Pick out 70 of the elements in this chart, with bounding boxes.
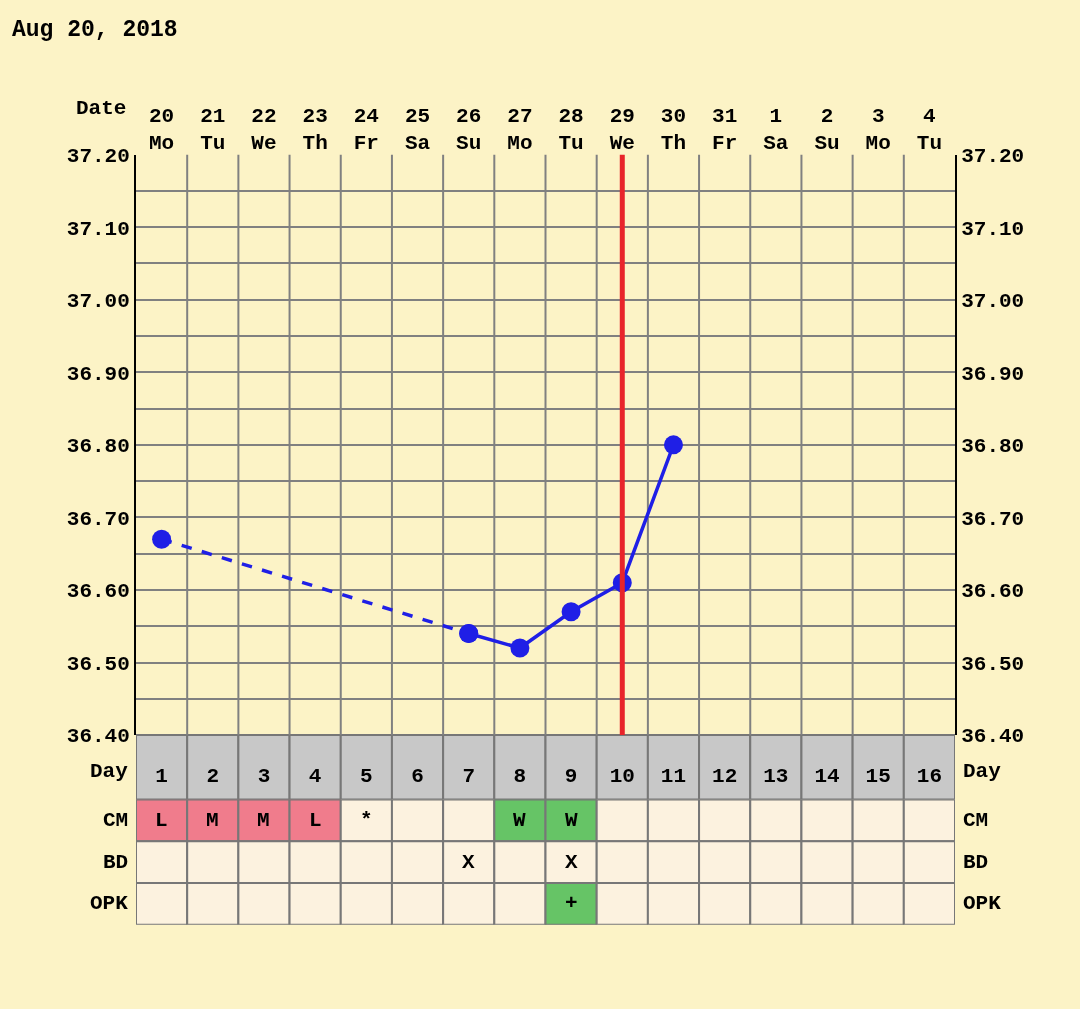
y-tick-label: 37.00 (66, 290, 130, 314)
x-tick-label: 3 (257, 765, 271, 789)
x-tick-label: 8 (513, 765, 527, 789)
text: L (155, 809, 168, 832)
category-label: BD (103, 851, 129, 874)
category-label: OPK (963, 892, 1001, 915)
y-tick-label: 36.40 (66, 725, 130, 749)
x2-tick-label: 26 Su (456, 105, 482, 156)
text: M (206, 809, 219, 832)
x2-axis-title: Date (76, 97, 127, 120)
y2-tick-label: 36.70 (961, 507, 1025, 531)
x2-tick-label: 30 Th (660, 105, 687, 156)
category-label: OPK (90, 892, 128, 915)
x2-tick-label: 20 Mo (148, 105, 175, 156)
x-tick-label: 16 (916, 765, 943, 789)
x2-tick-label: 29 We (609, 105, 635, 156)
x-tick-label: 10 (609, 765, 635, 789)
text: + (565, 892, 578, 915)
x2-tick-label: 27 Mo (507, 105, 533, 156)
y2-tick-label: 36.60 (961, 580, 1025, 604)
y2-tick-label: 37.10 (961, 217, 1025, 241)
text: M (257, 809, 270, 832)
y-tick-label: 37.10 (66, 217, 130, 241)
x2-tick-label: 4 Tu (916, 105, 943, 156)
chart-title: Aug 20, 2018 (12, 17, 178, 43)
y2-tick-label: 36.50 (961, 652, 1025, 676)
category-label: BD (963, 851, 989, 874)
y2-tick-label: 36.90 (961, 362, 1025, 386)
x-tick-label: 2 (206, 765, 220, 789)
y-tick-label: 36.60 (66, 580, 130, 604)
x2-tick-label: 24 Fr (353, 105, 379, 156)
x-tick-label: 9 (564, 765, 578, 789)
x-tick-label: 13 (763, 765, 789, 789)
x-axis-title: Day (963, 760, 1002, 783)
category-label: CM (103, 809, 129, 832)
x2-tick-label: 28 Tu (558, 105, 584, 156)
text: W (513, 809, 526, 832)
y-tick-label: 37.20 (66, 144, 130, 168)
text: X (565, 851, 578, 874)
y2-tick-label: 37.00 (961, 290, 1025, 314)
x2-tick-label: 3 Mo (865, 105, 891, 156)
x-tick-label: 11 (660, 765, 687, 789)
y2-tick-label: 36.40 (961, 725, 1025, 749)
text: L (309, 809, 322, 832)
x-tick-label: 14 (814, 765, 840, 789)
x-tick-label: 4 (308, 765, 322, 789)
x2-tick-label: 23 Th (302, 105, 328, 156)
y2-tick-label: 36.80 (961, 435, 1025, 459)
x2-tick-label: 25 Sa (404, 105, 431, 156)
text: Day (90, 760, 128, 783)
x2-tick-label: 22 We (251, 105, 277, 156)
x-tick-label: 12 (712, 765, 738, 789)
y2-tick-label: 37.20 (961, 144, 1025, 168)
text: X (462, 851, 475, 874)
y-tick-label: 36.80 (66, 435, 130, 459)
text: * (360, 809, 373, 832)
x2-tick-label: 31 Fr (712, 105, 738, 156)
x2-tick-label: 2 Su (814, 105, 840, 156)
y-tick-label: 36.70 (66, 507, 130, 531)
text: W (565, 809, 578, 832)
x2-tick-label: 1 Sa (763, 105, 789, 156)
x-tick-label: 6 (411, 765, 424, 789)
x-tick-label: 15 (865, 765, 891, 789)
category-label: CM (963, 809, 989, 832)
x-tick-label: 7 (462, 765, 476, 789)
x-tick-label: 5 (360, 765, 373, 789)
x-tick-label: 1 (155, 765, 168, 789)
y-tick-label: 36.90 (66, 362, 130, 386)
y-tick-label: 36.50 (66, 652, 130, 676)
x2-tick-label: 21 Tu (200, 105, 226, 156)
